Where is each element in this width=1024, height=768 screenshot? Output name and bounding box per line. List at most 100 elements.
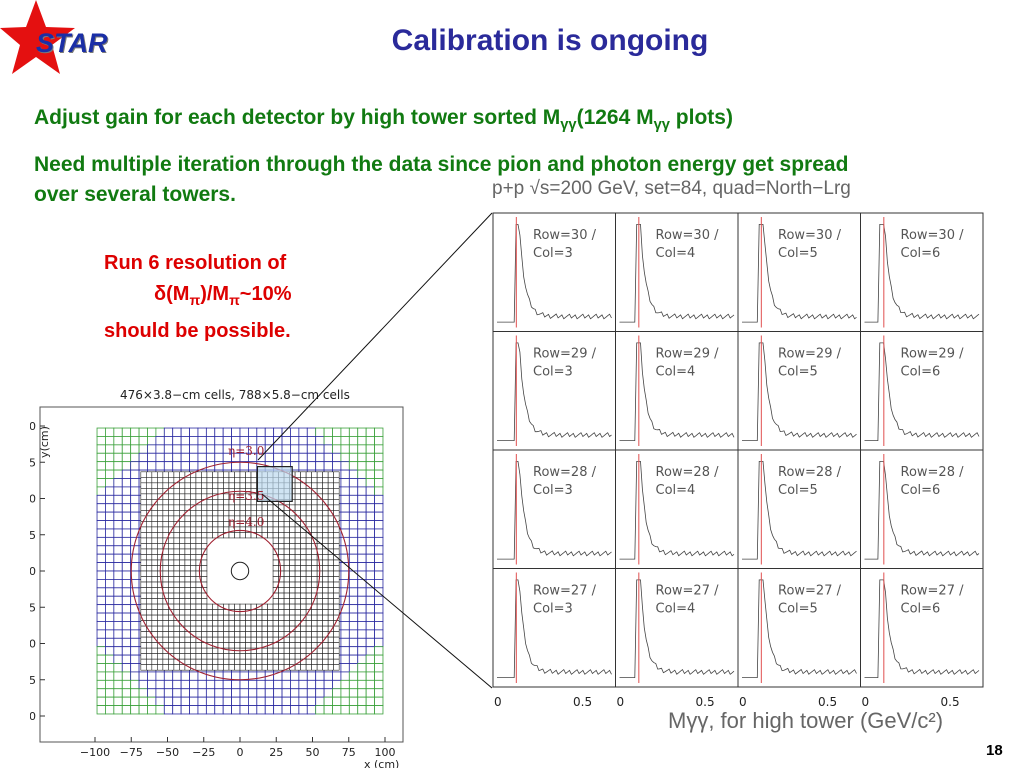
- large-cell: [121, 478, 132, 488]
- small-cell: [272, 504, 279, 511]
- small-cell: [151, 581, 158, 588]
- small-cell: [311, 504, 318, 511]
- small-cell: [206, 614, 213, 621]
- small-cell: [278, 543, 285, 550]
- large-cell: [332, 679, 342, 690]
- small-cell: [140, 631, 147, 638]
- large-cell: [374, 553, 384, 563]
- small-cell: [223, 653, 230, 660]
- small-cell: [140, 642, 147, 649]
- small-cell: [184, 603, 191, 610]
- small-cell: [327, 493, 334, 500]
- large-cell: [357, 478, 367, 488]
- small-cell: [206, 477, 213, 484]
- large-cell: [315, 461, 325, 471]
- small-cell: [151, 532, 158, 539]
- large-cell: [172, 427, 182, 437]
- large-cell: [113, 595, 123, 606]
- small-cell: [333, 493, 340, 500]
- small-cell: [146, 647, 153, 654]
- small-cell: [239, 631, 246, 638]
- large-cell: [172, 444, 182, 454]
- small-cell: [223, 636, 230, 643]
- histogram-panel: [860, 449, 984, 569]
- small-cell: [272, 565, 279, 572]
- small-cell: [228, 653, 235, 660]
- large-cell: [105, 486, 115, 496]
- small-cell: [300, 537, 307, 544]
- small-cell: [146, 482, 153, 489]
- large-cell: [130, 503, 140, 513]
- large-cell: [290, 688, 300, 698]
- small-cell: [140, 598, 147, 605]
- small-cell: [162, 526, 169, 533]
- small-cell: [311, 499, 318, 506]
- large-cell: [357, 427, 367, 437]
- large-cell: [248, 427, 258, 437]
- small-cell: [190, 526, 197, 533]
- small-cell: [250, 504, 257, 511]
- small-cell: [283, 532, 290, 539]
- large-cell: [113, 646, 123, 656]
- small-cell: [316, 609, 323, 616]
- small-cell: [289, 609, 296, 616]
- page-number: 18: [986, 742, 1003, 759]
- small-cell: [179, 482, 186, 489]
- small-cell: [272, 510, 279, 517]
- large-cell: [105, 579, 115, 589]
- large-cell: [315, 436, 325, 446]
- large-cell: [96, 595, 106, 606]
- small-cell: [322, 609, 329, 616]
- small-cell: [201, 653, 208, 660]
- small-cell: [333, 592, 340, 599]
- small-cell: [305, 587, 312, 594]
- large-cell: [256, 427, 266, 437]
- large-cell: [298, 461, 308, 471]
- small-cell: [245, 636, 252, 643]
- small-cell: [190, 620, 197, 627]
- small-cell: [316, 532, 323, 539]
- large-cell: [163, 444, 174, 454]
- large-cell: [113, 528, 123, 538]
- large-cell: [365, 696, 375, 706]
- small-cell: [333, 471, 340, 478]
- large-cell: [348, 478, 359, 488]
- large-cell: [155, 705, 165, 715]
- small-cell: [206, 504, 213, 511]
- small-cell: [157, 614, 164, 621]
- small-cell: [212, 471, 219, 478]
- small-cell: [316, 521, 323, 528]
- small-cell: [322, 554, 329, 561]
- small-cell: [300, 642, 307, 649]
- small-cell: [300, 664, 307, 671]
- small-cell: [239, 504, 246, 511]
- small-cell: [190, 570, 197, 577]
- small-cell: [157, 598, 164, 605]
- small-cell: [305, 664, 312, 671]
- small-cell: [168, 664, 175, 671]
- large-cell: [273, 696, 283, 706]
- panel-row-label: Row=28 /: [901, 465, 965, 480]
- small-cell: [327, 609, 334, 616]
- large-cell: [281, 444, 291, 454]
- large-cell: [323, 679, 333, 690]
- large-cell: [130, 520, 140, 530]
- small-cell: [333, 598, 340, 605]
- large-cell: [96, 427, 106, 437]
- large-cell: [105, 705, 115, 715]
- small-cell: [184, 532, 191, 539]
- large-cell: [332, 696, 342, 706]
- small-cell: [327, 565, 334, 572]
- large-cell: [298, 679, 308, 690]
- large-cell: [348, 637, 359, 648]
- small-cell: [305, 598, 312, 605]
- resolution-line3: should be possible.: [104, 320, 291, 342]
- small-cell: [173, 642, 180, 649]
- small-cell: [300, 471, 307, 478]
- small-cell: [140, 664, 147, 671]
- small-cell: [272, 576, 279, 583]
- large-cell: [163, 671, 174, 681]
- small-cell: [223, 631, 230, 638]
- small-cell: [168, 471, 175, 478]
- small-cell: [162, 636, 169, 643]
